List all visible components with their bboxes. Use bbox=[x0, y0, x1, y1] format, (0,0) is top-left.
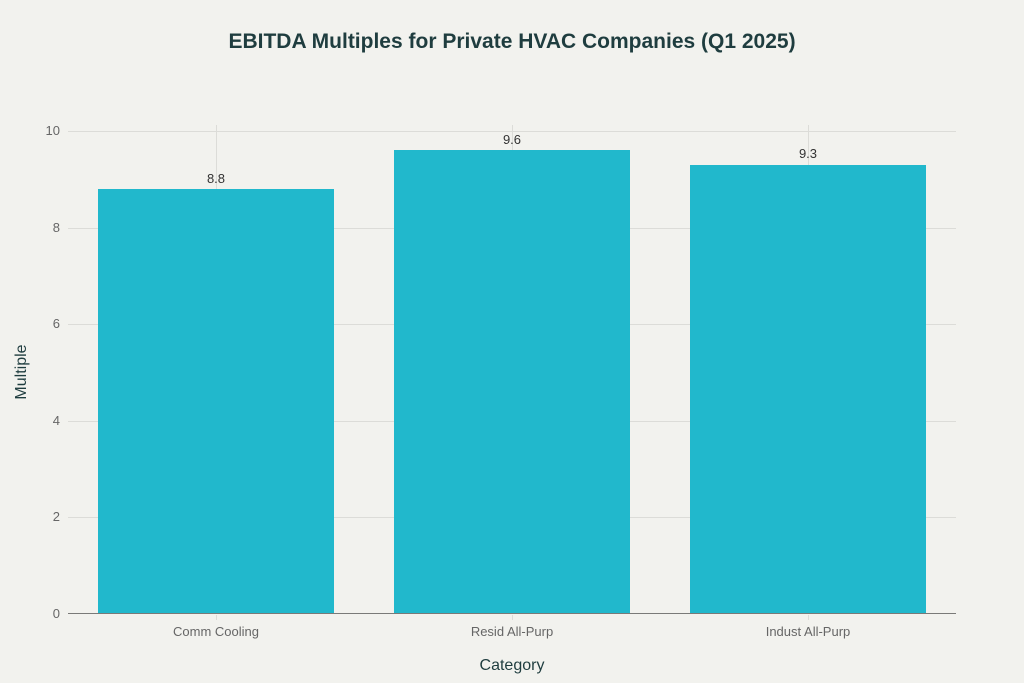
y-axis-label: Multiple bbox=[13, 344, 30, 400]
bar-comm-cooling[interactable] bbox=[98, 189, 334, 614]
x-axis-label: Category bbox=[479, 657, 545, 674]
data-label: 8.8 bbox=[206, 171, 226, 186]
y-tick: 0 bbox=[52, 606, 60, 621]
data-label: 9.3 bbox=[798, 146, 818, 161]
chart-title: EBITDA Multiples for Private HVAC Compan… bbox=[228, 30, 796, 53]
y-tick: 8 bbox=[52, 220, 60, 235]
y-tick: 4 bbox=[52, 413, 60, 428]
y-tick: 2 bbox=[52, 509, 60, 524]
x-tick-mark bbox=[216, 615, 217, 620]
x-axis-line bbox=[68, 613, 956, 614]
plot-area: 8.8 9.6 9.3 bbox=[68, 125, 956, 614]
x-tick-label: Indust All-Purp bbox=[765, 624, 851, 639]
bar-indust-all-purp[interactable] bbox=[690, 165, 926, 614]
y-tick: 10 bbox=[45, 123, 60, 138]
bar-resid-all-purp[interactable] bbox=[394, 150, 630, 614]
y-tick: 6 bbox=[52, 316, 60, 331]
x-tick-mark bbox=[808, 615, 809, 620]
x-tick-mark bbox=[512, 615, 513, 620]
x-tick-label: Resid All-Purp bbox=[470, 624, 554, 639]
x-tick-label: Comm Cooling bbox=[173, 624, 259, 639]
data-label: 9.6 bbox=[502, 132, 522, 147]
